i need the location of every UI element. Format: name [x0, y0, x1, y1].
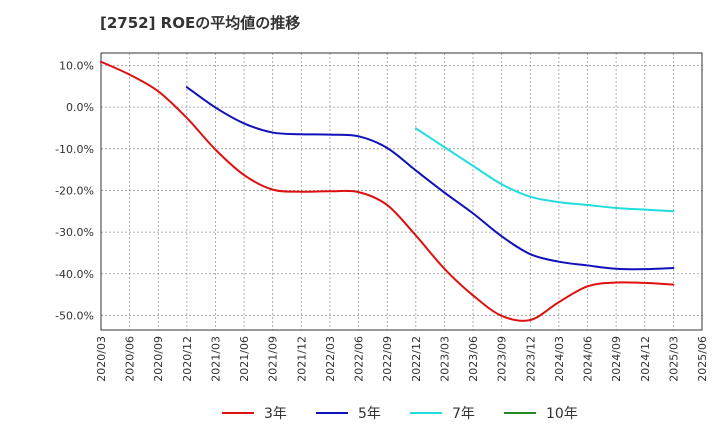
y-tick-label: -40.0%	[55, 268, 94, 281]
x-tick-label: 2020/12	[181, 336, 194, 382]
legend-label: 10年	[546, 406, 578, 422]
x-tick-label: 2023/12	[524, 336, 537, 382]
series-line-5年	[185, 86, 675, 271]
y-tick-label: -30.0%	[55, 226, 94, 239]
y-tick-label: -50.0%	[55, 309, 94, 322]
legend-label: 7年	[452, 406, 475, 422]
x-tick-label: 2021/12	[295, 336, 308, 382]
series-layer	[100, 60, 675, 322]
x-tick-label: 2023/03	[438, 336, 451, 382]
axis-layer: 10.0% 0.0% -10.0% -20.0% -30.0% -40.0% -50.0% 2…	[55, 52, 709, 382]
x-tick-label: 2025/06	[696, 336, 709, 382]
chart-title: [2752] ROEの平均値の推移	[100, 14, 301, 32]
y-tick-label: 0.0%	[66, 101, 94, 114]
x-tick-label: 2022/06	[353, 336, 366, 382]
legend-label: 5年	[358, 406, 381, 422]
x-tick-label: 2024/03	[553, 336, 566, 382]
x-tick-label: 2022/12	[410, 336, 423, 382]
x-tick-label: 2020/06	[124, 336, 137, 382]
x-tick-label: 2024/12	[639, 336, 652, 382]
legend-layer: 3年 5年 7年 10年	[222, 406, 578, 422]
x-tick-label: 2023/09	[496, 336, 509, 382]
series-line-3年	[100, 60, 675, 322]
plot-frame	[100, 52, 703, 331]
x-tick-label: 2020/09	[152, 336, 165, 382]
x-tick-label: 2024/06	[582, 336, 595, 382]
x-tick-label: 2025/03	[667, 336, 680, 382]
y-tick-label: -10.0%	[55, 143, 94, 156]
x-tick-label: 2023/06	[467, 336, 480, 382]
x-tick-label: 2021/06	[238, 336, 251, 382]
x-tick-label: 2024/09	[610, 336, 623, 382]
x-tick-label: 2021/09	[267, 336, 280, 382]
grid-layer	[100, 53, 703, 330]
x-tick-label: 2021/03	[209, 336, 222, 382]
legend-label: 3年	[264, 406, 287, 422]
x-tick-label: 2020/03	[95, 336, 108, 382]
series-line-7年	[414, 127, 675, 213]
y-tick-label: 10.0%	[59, 59, 94, 72]
x-tick-label: 2022/03	[324, 336, 337, 382]
y-tick-label: -20.0%	[55, 184, 94, 197]
x-tick-label: 2022/09	[381, 336, 394, 382]
